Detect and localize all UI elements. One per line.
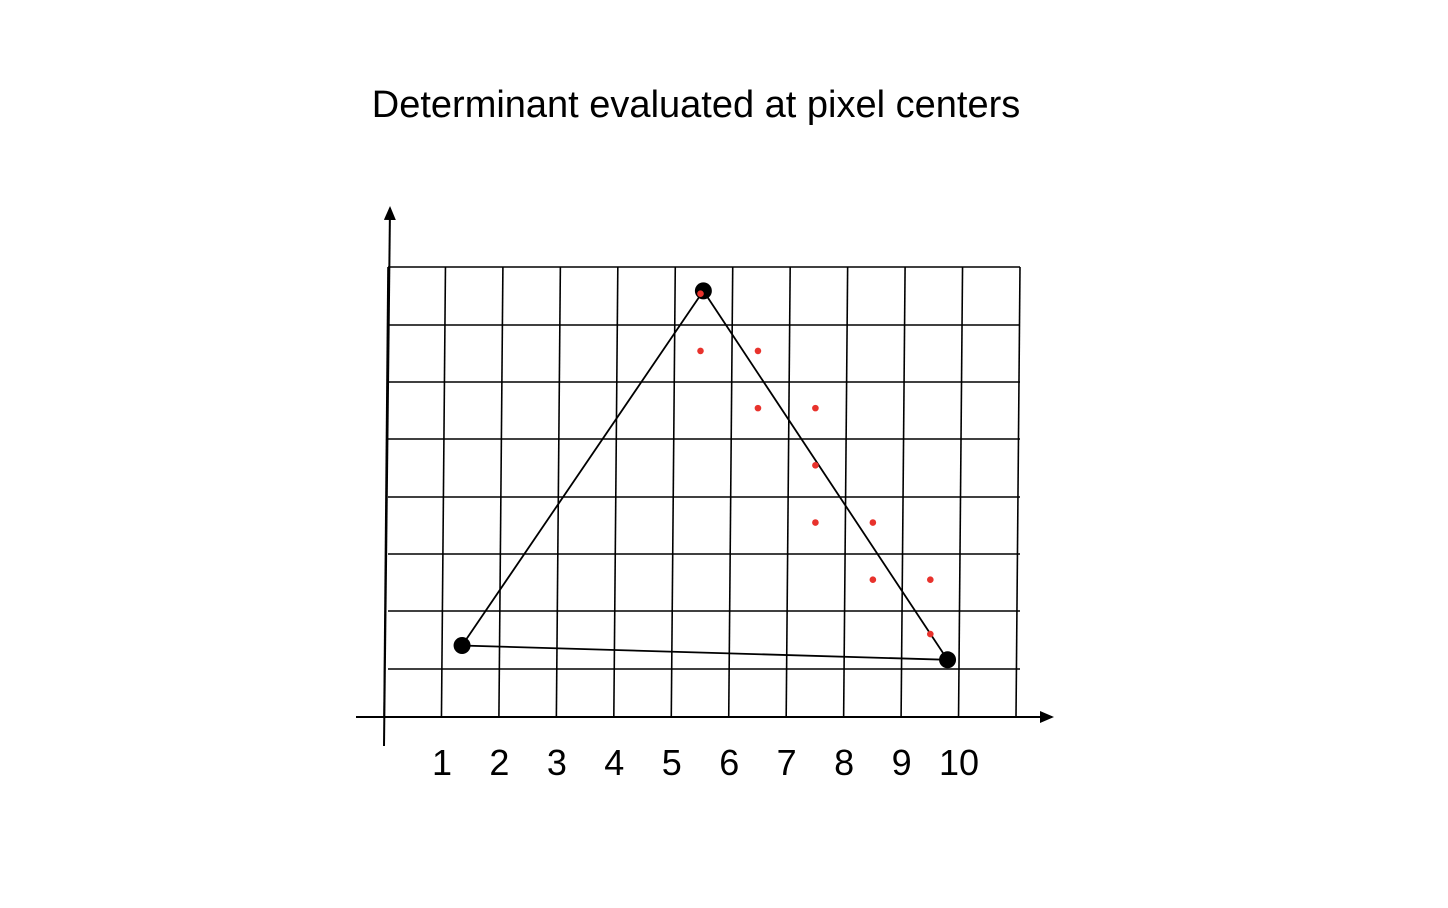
sample-point [869,519,877,526]
sample-point [754,347,762,355]
y-axis [383,206,396,747]
sample-point [754,404,762,412]
x-tick-label: 5 [662,742,682,783]
triangle-vertex [694,282,712,300]
grid-column-line [555,266,562,718]
grid-column-line [1015,266,1021,718]
x-tick-label: 1 [432,742,452,783]
sample-point [697,290,704,298]
sample-point [812,519,819,526]
x-tick-label: 6 [719,742,739,783]
slide-title: Determinant evaluated at pixel centers [371,84,1021,126]
x-tick-label: 2 [489,742,509,783]
sample-point [697,347,704,355]
sample-point [812,462,819,469]
x-tick-label: 3 [547,742,567,783]
grid-column-line [440,266,447,718]
x-tick-label: 9 [892,742,912,783]
grid-column-line [670,266,677,718]
sample-points [697,290,934,638]
grid-column-line [900,266,906,718]
grid-column-line [613,266,619,718]
sample-point [869,576,877,584]
triangle-edges [460,289,950,661]
x-tick-labels: 1 2 3 4 5 6 7 8 9 10 [432,742,979,783]
triangle-vertex [939,651,957,669]
triangle-vertex [453,637,471,654]
x-tick-label: 4 [604,742,624,783]
x-tick-label: 7 [777,742,797,783]
sample-point [927,630,934,638]
grid-column-line [785,266,791,718]
grid-column-line [842,266,849,718]
grid-column-line [957,266,964,718]
x-tick-label: 10 [939,742,979,783]
pixel-grid [383,266,1021,718]
grid-column-line [498,266,504,718]
triangle [453,282,957,669]
x-tick-label: 8 [834,742,854,783]
grid-column-line [727,266,734,718]
sample-point [927,576,934,584]
sample-point [812,404,819,412]
